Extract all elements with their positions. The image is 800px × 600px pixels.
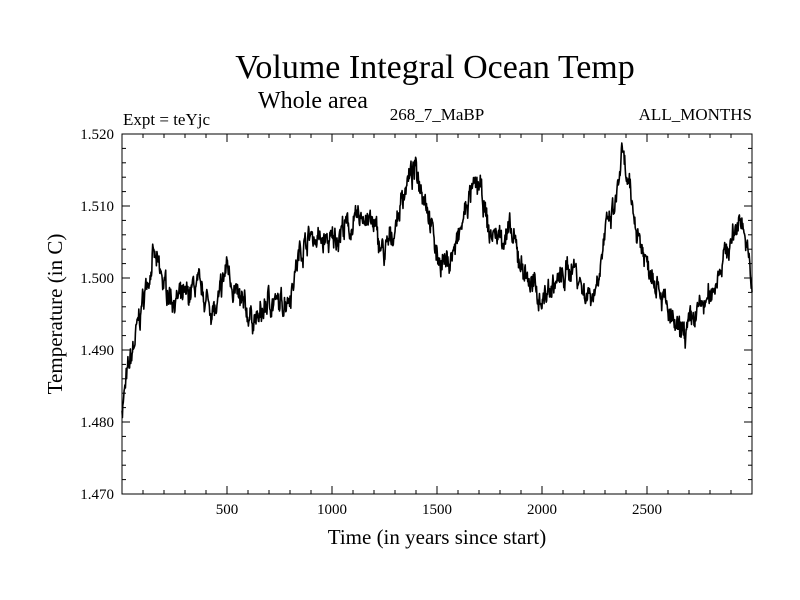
x-axis-ticks: 500 1000 1500 2000 2500 <box>142 134 732 518</box>
y-tick-label: 1.490 <box>80 343 114 359</box>
y-axis-ticks: 1.470 1.480 1.490 1.500 1.510 1.520 <box>80 127 752 503</box>
chart-title: Volume Integral Ocean Temp <box>235 49 635 86</box>
x-tick-label: 1500 <box>422 502 452 518</box>
y-tick-label: 1.520 <box>80 127 114 143</box>
y-tick-label: 1.500 <box>80 271 114 287</box>
y-tick-label: 1.470 <box>80 487 114 503</box>
x-axis-label: Time (in years since start) <box>328 525 547 549</box>
period-label: ALL_MONTHS <box>639 105 752 124</box>
chart-subtitle: Whole area <box>258 88 368 114</box>
series-line <box>121 142 753 419</box>
experiment-label: Expt = teYjc <box>123 110 210 129</box>
y-axis-label: Temperature (in C) <box>43 234 67 395</box>
y-tick-label: 1.480 <box>80 415 114 431</box>
x-tick-label: 500 <box>216 502 239 518</box>
run-label: 268_7_MaBP <box>390 105 484 124</box>
x-tick-label: 2500 <box>632 502 662 518</box>
y-tick-label: 1.510 <box>80 199 114 215</box>
x-tick-label: 1000 <box>317 502 347 518</box>
x-tick-label: 2000 <box>527 502 557 518</box>
plot-area: 500 1000 1500 2000 2500 1.470 1.480 1.490 1.500… <box>80 127 753 518</box>
